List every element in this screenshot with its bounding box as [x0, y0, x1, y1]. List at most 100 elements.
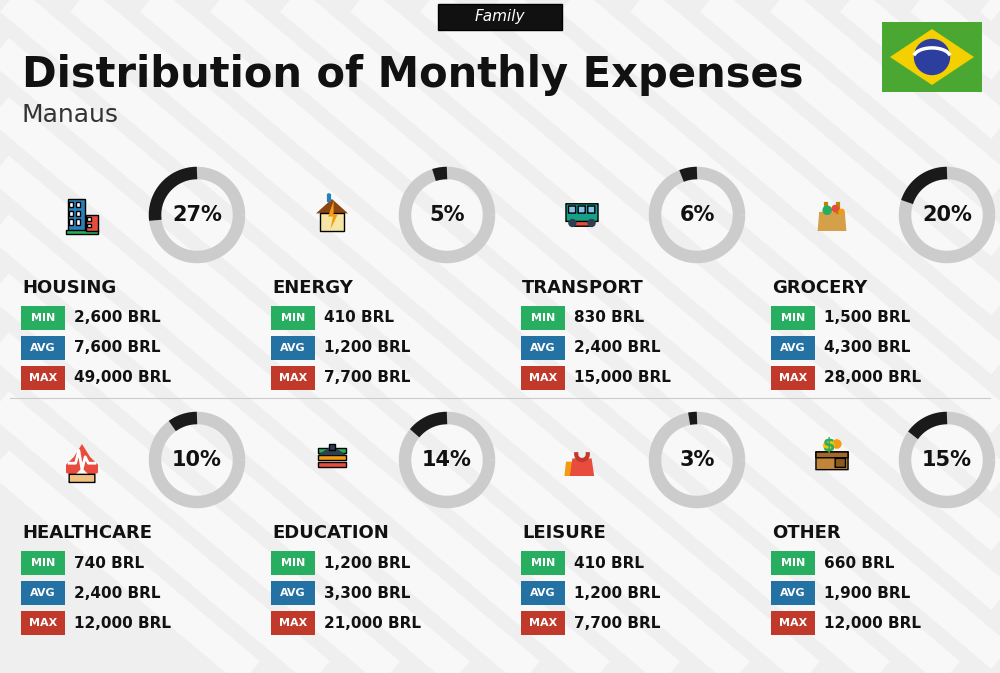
Circle shape — [587, 219, 596, 227]
FancyBboxPatch shape — [318, 454, 346, 460]
FancyBboxPatch shape — [69, 474, 95, 483]
Text: 410 BRL: 410 BRL — [574, 555, 644, 571]
FancyBboxPatch shape — [521, 366, 565, 390]
FancyBboxPatch shape — [816, 452, 848, 458]
Circle shape — [832, 439, 842, 449]
FancyBboxPatch shape — [569, 206, 576, 213]
FancyBboxPatch shape — [69, 211, 73, 216]
Text: 20%: 20% — [922, 205, 972, 225]
Text: LEISURE: LEISURE — [522, 524, 606, 542]
Text: 21,000 BRL: 21,000 BRL — [324, 616, 421, 631]
FancyBboxPatch shape — [572, 218, 592, 226]
FancyBboxPatch shape — [578, 206, 585, 213]
Text: 2,400 BRL: 2,400 BRL — [574, 341, 660, 355]
Text: MAX: MAX — [279, 618, 307, 628]
FancyBboxPatch shape — [68, 199, 85, 231]
Circle shape — [914, 39, 950, 75]
FancyBboxPatch shape — [69, 201, 73, 207]
Polygon shape — [66, 444, 98, 476]
Text: MAX: MAX — [529, 618, 557, 628]
Text: OTHER: OTHER — [772, 524, 841, 542]
FancyBboxPatch shape — [76, 219, 80, 225]
Text: AVG: AVG — [530, 343, 556, 353]
FancyBboxPatch shape — [771, 611, 815, 635]
FancyBboxPatch shape — [271, 336, 315, 360]
FancyBboxPatch shape — [318, 462, 346, 467]
Text: 27%: 27% — [172, 205, 222, 225]
Text: AVG: AVG — [280, 343, 306, 353]
Text: AVG: AVG — [280, 588, 306, 598]
FancyBboxPatch shape — [771, 336, 815, 360]
Text: 1,200 BRL: 1,200 BRL — [324, 341, 410, 355]
Text: ENERGY: ENERGY — [272, 279, 353, 297]
Text: 1,500 BRL: 1,500 BRL — [824, 310, 910, 326]
FancyBboxPatch shape — [76, 201, 80, 207]
Text: 2,600 BRL: 2,600 BRL — [74, 310, 161, 326]
FancyBboxPatch shape — [86, 215, 98, 231]
FancyBboxPatch shape — [521, 581, 565, 605]
FancyBboxPatch shape — [21, 306, 65, 330]
FancyBboxPatch shape — [329, 444, 335, 450]
Text: AVG: AVG — [30, 343, 56, 353]
FancyBboxPatch shape — [566, 204, 598, 221]
Polygon shape — [890, 29, 974, 85]
Text: 15%: 15% — [922, 450, 972, 470]
FancyBboxPatch shape — [271, 611, 315, 635]
FancyBboxPatch shape — [271, 366, 315, 390]
FancyBboxPatch shape — [318, 448, 346, 454]
Text: 2,400 BRL: 2,400 BRL — [74, 586, 160, 600]
FancyBboxPatch shape — [21, 581, 65, 605]
Polygon shape — [318, 446, 346, 455]
Text: $: $ — [823, 437, 835, 454]
Text: MAX: MAX — [29, 373, 57, 383]
Polygon shape — [316, 199, 348, 213]
Text: 4,300 BRL: 4,300 BRL — [824, 341, 910, 355]
Text: MIN: MIN — [531, 313, 555, 323]
Circle shape — [831, 205, 839, 213]
Text: GROCERY: GROCERY — [772, 279, 867, 297]
FancyBboxPatch shape — [835, 458, 845, 467]
Text: 5%: 5% — [429, 205, 465, 225]
Text: 6%: 6% — [679, 205, 715, 225]
FancyBboxPatch shape — [588, 206, 595, 213]
Text: 3,300 BRL: 3,300 BRL — [324, 586, 410, 600]
Text: 14%: 14% — [422, 450, 472, 470]
FancyBboxPatch shape — [76, 211, 80, 216]
Text: AVG: AVG — [30, 588, 56, 598]
Text: MAX: MAX — [529, 373, 557, 383]
FancyBboxPatch shape — [438, 4, 562, 30]
Text: 12,000 BRL: 12,000 BRL — [74, 616, 171, 631]
FancyBboxPatch shape — [271, 581, 315, 605]
Text: 49,000 BRL: 49,000 BRL — [74, 371, 171, 386]
Text: 660 BRL: 660 BRL — [824, 555, 894, 571]
FancyBboxPatch shape — [521, 611, 565, 635]
FancyBboxPatch shape — [271, 551, 315, 575]
Text: MAX: MAX — [779, 618, 807, 628]
Text: 1,200 BRL: 1,200 BRL — [324, 555, 410, 571]
Text: EDUCATION: EDUCATION — [272, 524, 389, 542]
Text: MAX: MAX — [29, 618, 57, 628]
Text: 7,700 BRL: 7,700 BRL — [574, 616, 660, 631]
Text: 830 BRL: 830 BRL — [574, 310, 644, 326]
FancyBboxPatch shape — [320, 213, 344, 231]
Text: MIN: MIN — [781, 313, 805, 323]
FancyBboxPatch shape — [69, 219, 73, 225]
Text: Family: Family — [475, 9, 525, 24]
FancyBboxPatch shape — [521, 336, 565, 360]
FancyBboxPatch shape — [66, 230, 98, 234]
Text: HOUSING: HOUSING — [22, 279, 116, 297]
Text: Manaus: Manaus — [22, 103, 119, 127]
Text: MAX: MAX — [279, 373, 307, 383]
FancyBboxPatch shape — [521, 306, 565, 330]
Circle shape — [568, 219, 577, 227]
Text: 3%: 3% — [679, 450, 715, 470]
Polygon shape — [818, 212, 846, 231]
Text: AVG: AVG — [530, 588, 556, 598]
Text: MIN: MIN — [31, 558, 55, 568]
Text: 7,600 BRL: 7,600 BRL — [74, 341, 160, 355]
FancyBboxPatch shape — [21, 366, 65, 390]
FancyBboxPatch shape — [771, 306, 815, 330]
Text: 15,000 BRL: 15,000 BRL — [574, 371, 671, 386]
FancyBboxPatch shape — [87, 223, 91, 227]
FancyBboxPatch shape — [87, 217, 91, 221]
